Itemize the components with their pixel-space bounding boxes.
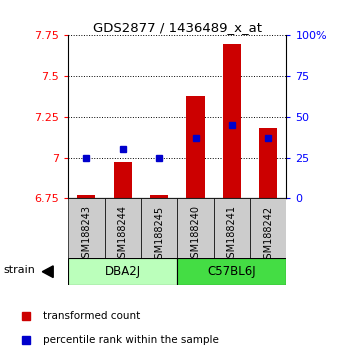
Text: GSM188243: GSM188243 xyxy=(81,205,91,264)
Text: transformed count: transformed count xyxy=(43,311,140,321)
Bar xyxy=(114,162,132,198)
Bar xyxy=(187,96,205,198)
Text: GSM188242: GSM188242 xyxy=(263,205,273,264)
Text: GSM188244: GSM188244 xyxy=(118,205,128,264)
Polygon shape xyxy=(42,266,53,278)
Title: GDS2877 / 1436489_x_at: GDS2877 / 1436489_x_at xyxy=(93,21,262,34)
Text: GSM188241: GSM188241 xyxy=(227,205,237,264)
Bar xyxy=(259,128,277,198)
Bar xyxy=(214,198,250,258)
Bar xyxy=(177,198,214,258)
Text: strain: strain xyxy=(3,266,35,275)
Bar xyxy=(68,258,177,285)
Text: DBA2J: DBA2J xyxy=(105,265,141,278)
Bar xyxy=(77,195,95,198)
Text: percentile rank within the sample: percentile rank within the sample xyxy=(43,335,219,346)
Bar xyxy=(250,198,286,258)
Bar xyxy=(223,44,241,198)
Bar xyxy=(68,198,105,258)
Text: GSM188245: GSM188245 xyxy=(154,205,164,264)
Bar xyxy=(141,198,177,258)
Text: C57BL6J: C57BL6J xyxy=(208,265,256,278)
Bar xyxy=(105,198,141,258)
Bar xyxy=(150,195,168,198)
Bar xyxy=(177,258,286,285)
Text: GSM188240: GSM188240 xyxy=(191,205,201,264)
